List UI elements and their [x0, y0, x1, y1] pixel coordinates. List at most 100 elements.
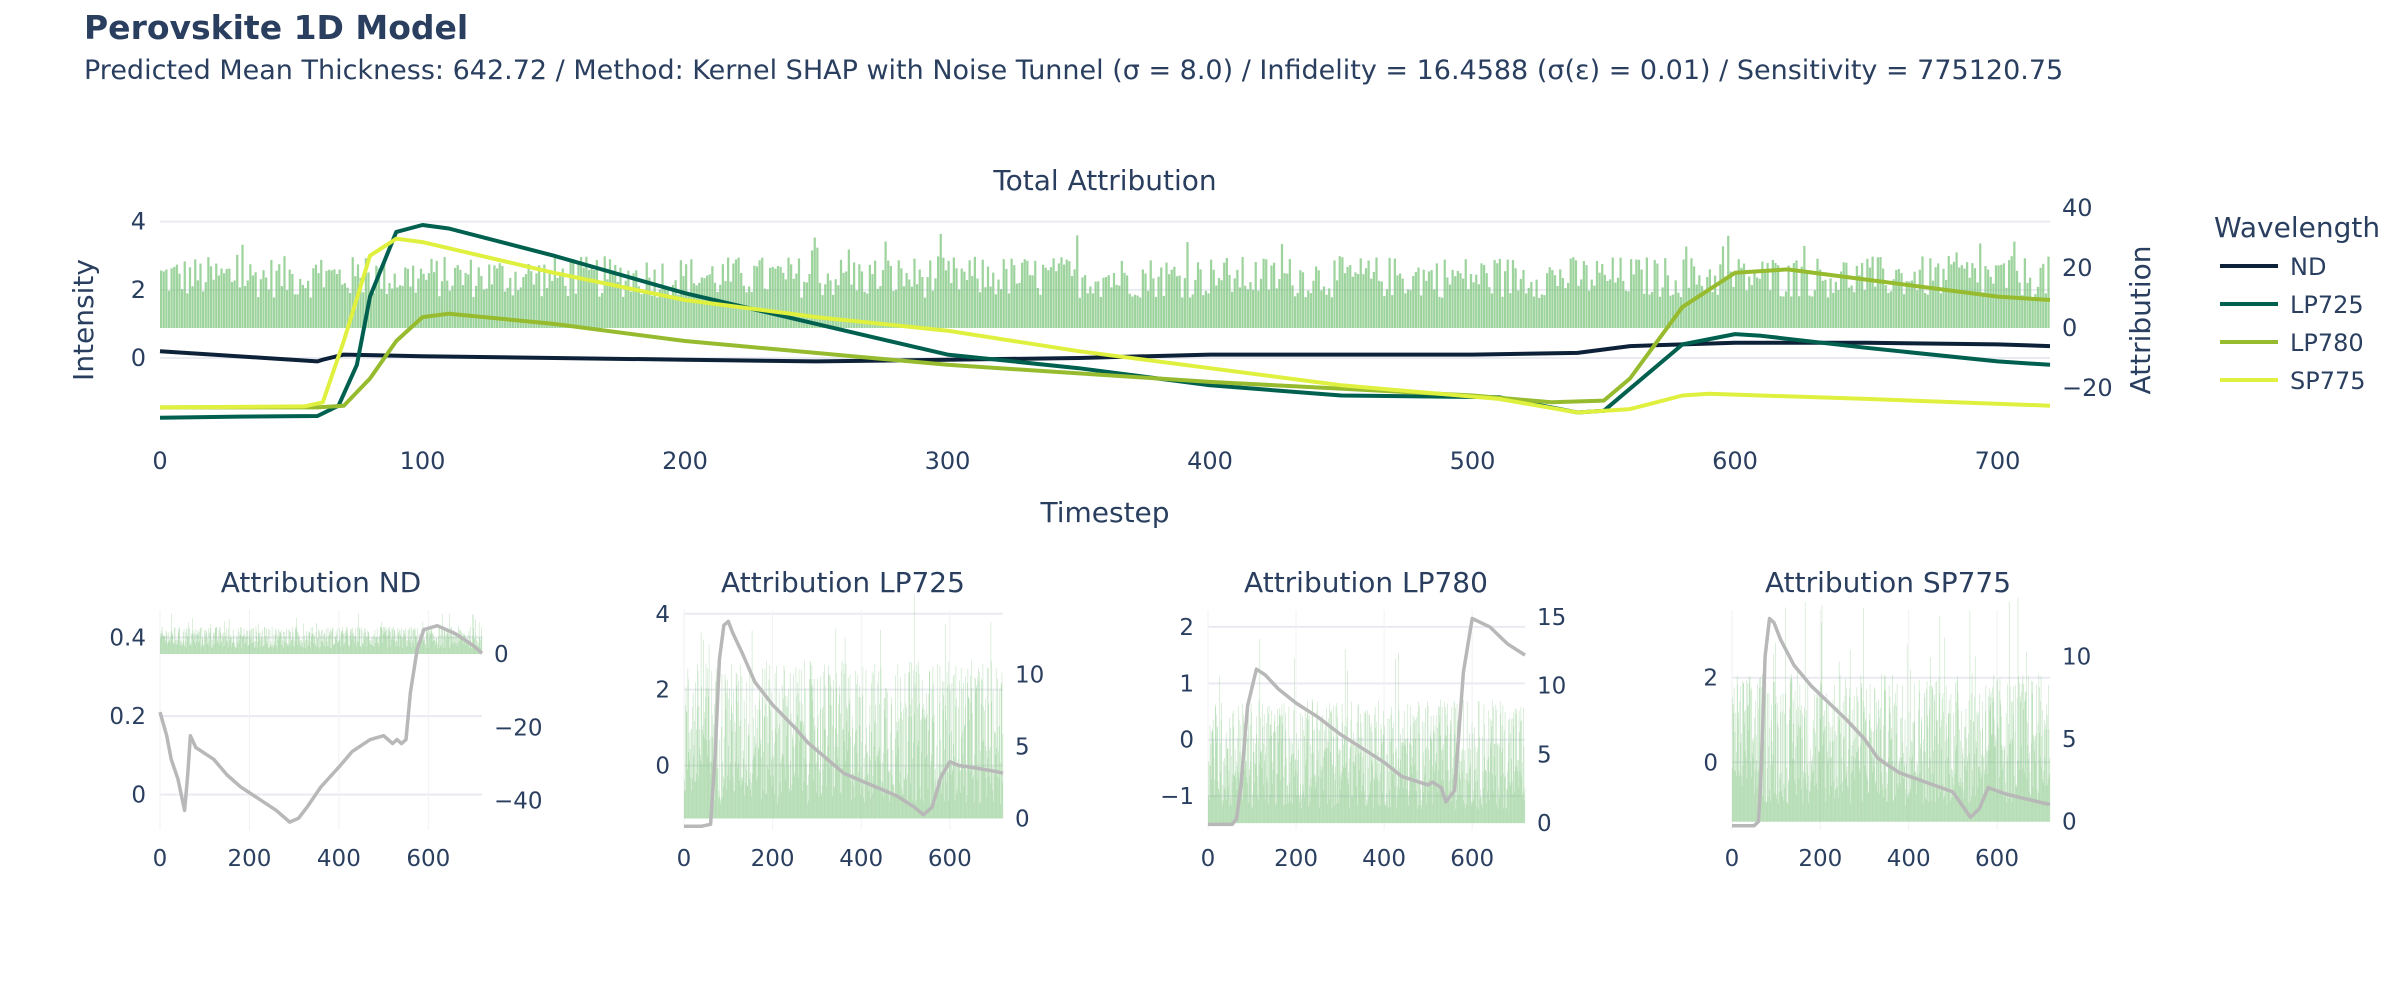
lp780-bar: [1350, 719, 1352, 824]
total-bar: [811, 250, 814, 328]
sp775-bar: [1749, 677, 1751, 822]
total-bar: [1451, 269, 1454, 328]
lp780-bar: [1343, 744, 1344, 824]
legend-item-lp780[interactable]: LP780: [2220, 329, 2364, 357]
total-bar: [855, 290, 858, 328]
nd-bar: [354, 628, 356, 654]
lp780-bar: [1351, 796, 1353, 824]
lp780-bar: [1262, 726, 1264, 824]
lp725-bar: [780, 762, 781, 819]
total-bar: [467, 274, 470, 328]
nd-bar: [246, 630, 247, 654]
sp775-bar: [1957, 676, 1958, 822]
sp775-bar: [1975, 796, 1976, 822]
lp780-bar: [1350, 746, 1351, 824]
nd-bar: [326, 641, 328, 654]
nd-bar: [337, 628, 338, 654]
lp780-bar: [1372, 764, 1373, 824]
sp775-bar: [1877, 760, 1879, 822]
sp775-bar: [1992, 687, 1993, 822]
total-bar: [968, 260, 971, 328]
lp725-bar: [975, 691, 977, 819]
lp780-bar: [1495, 709, 1497, 824]
lp725-bar: [1001, 682, 1002, 819]
sp775-bar: [1777, 702, 1779, 822]
nd-bar: [403, 633, 405, 654]
lp780-bar: [1296, 795, 1298, 824]
lp725-bar: [828, 767, 830, 819]
sp775-bar: [1810, 781, 1812, 822]
sp775-y2tick-2: 10: [2062, 644, 2091, 670]
lp780-bar: [1424, 775, 1426, 824]
sp775-bar: [1980, 730, 1981, 822]
lp725-bar: [719, 739, 721, 819]
lp780-bar: [1217, 780, 1219, 824]
nd-bar: [342, 645, 344, 654]
lp725-bar: [906, 707, 908, 819]
total-bar: [1908, 281, 1911, 328]
lp725-bar: [786, 735, 787, 819]
lp780-bar: [1211, 731, 1213, 824]
nd-bar: [393, 639, 395, 654]
total-bar: [398, 285, 402, 328]
nd-bar: [256, 631, 257, 654]
nd-bar: [378, 642, 379, 654]
total-bar: [1950, 264, 1953, 328]
lp780-bar: [1401, 773, 1402, 824]
lp725-bar: [886, 788, 888, 819]
legend-item-lp725[interactable]: LP725: [2220, 291, 2364, 319]
lp780-y2tick-0: 0: [1537, 811, 1552, 837]
sp775-bar: [2008, 798, 2010, 822]
total-bar: [370, 293, 373, 328]
total-bar: [1157, 276, 1160, 328]
nd-bar: [214, 644, 215, 654]
lp780-bar: [1463, 700, 1464, 824]
sp775-bar: [1748, 729, 1749, 822]
legend-item-sp775[interactable]: SP775: [2220, 367, 2366, 395]
total-bar: [871, 274, 874, 328]
lp725-bar: [969, 771, 971, 819]
total-bar: [1483, 264, 1486, 328]
total-bar: [1742, 263, 1746, 328]
total-bar: [430, 258, 433, 328]
lp780-bar: [1406, 753, 1407, 824]
total-bar: [608, 259, 612, 328]
lp780-bar: [1429, 732, 1431, 824]
total-xtick-3: 300: [925, 447, 971, 475]
total-bar: [1291, 285, 1294, 328]
total-bar: [553, 257, 556, 328]
total-bar: [1779, 296, 1782, 328]
total-bar: [1732, 286, 1735, 328]
lp725-bar: [921, 718, 923, 819]
sp775-bar: [1755, 701, 1757, 822]
nd-bar: [473, 614, 475, 654]
sp775-bar: [1829, 741, 1831, 822]
legend-item-nd[interactable]: ND: [2220, 253, 2326, 281]
nd-bar: [439, 647, 441, 654]
lp780-bar: [1325, 748, 1327, 824]
nd-bar: [281, 644, 282, 654]
nd-bar: [351, 633, 353, 654]
lp725-bar: [862, 781, 864, 819]
nd-bar: [210, 623, 212, 654]
total-bar: [1383, 296, 1386, 328]
nd-bar: [331, 648, 332, 654]
lp725-bar: [721, 726, 722, 819]
sp775-bar: [1859, 771, 1860, 822]
sp775-bar: [1841, 714, 1842, 822]
nd-bar: [242, 636, 244, 654]
nd-bar: [324, 633, 326, 654]
total-bar: [1420, 295, 1423, 328]
nd-bar: [335, 631, 337, 654]
nd-bar: [465, 635, 466, 654]
lp780-bar: [1296, 733, 1297, 824]
lp780-bar: [1362, 757, 1364, 824]
lp780-bar: [1233, 727, 1234, 824]
lp780-bar: [1408, 796, 1409, 824]
lp780-bar: [1375, 727, 1376, 824]
total-bar: [1152, 278, 1155, 328]
nd-bar: [289, 631, 291, 654]
sp775-bar: [1756, 787, 1758, 822]
nd-bar: [409, 642, 411, 654]
lp780-bar: [1208, 799, 1210, 824]
